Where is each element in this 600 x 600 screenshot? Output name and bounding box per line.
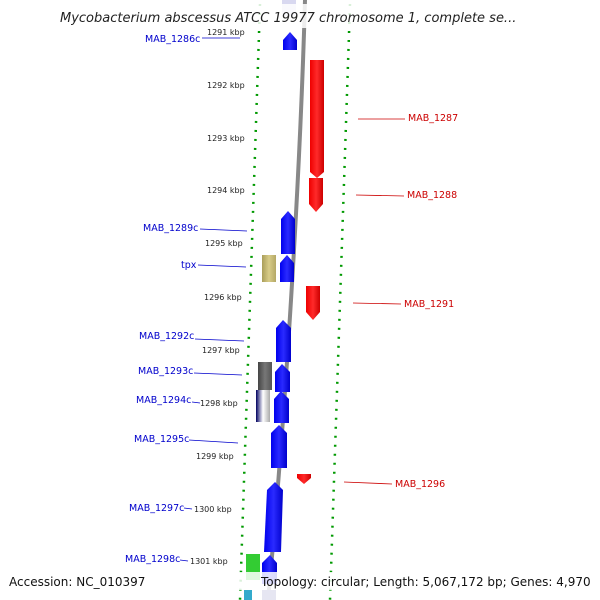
gene-arrow-mab-1289c[interactable]	[281, 211, 295, 254]
gene-label-right[interactable]: MAB_1288	[407, 190, 457, 201]
gene-label-left[interactable]: MAB_1298c	[125, 554, 180, 565]
gene-label-right[interactable]: MAB_1287	[408, 113, 458, 124]
gene-arrow-mab-1294c[interactable]	[274, 391, 289, 423]
gene-label-left[interactable]: tpx	[181, 260, 197, 271]
ruler-tick-labels: 1291 kbp 1292 kbp 1293 kbp 1294 kbp 1295…	[190, 28, 245, 566]
gene-arrow-mab-1293c[interactable]	[275, 364, 290, 392]
ruler-tick: 1292 kbp	[207, 81, 245, 90]
accession-text: Accession: NC_010397	[9, 575, 145, 589]
right-ruler-dots	[328, 3, 352, 600]
gene-label-left[interactable]: MAB_1293c	[138, 366, 193, 377]
right-gene-labels: MAB_1287 MAB_1288 MAB_1291 MAB_1296	[343, 113, 458, 490]
ruler-tick: 1301 kbp	[190, 557, 228, 566]
gene-arrow-mab-1288[interactable]	[309, 178, 323, 212]
gene-box-mab-1293c[interactable]	[258, 362, 272, 390]
gene-arrow-mab-1291[interactable]	[306, 286, 320, 320]
left-gene-labels: MAB_1286c MAB_1289c tpx MAB_1292c MAB_12…	[125, 34, 248, 565]
gene-arrow-mab-1287[interactable]	[310, 60, 324, 178]
gene-arrow-mab-1286c[interactable]	[283, 32, 297, 50]
gene-arrow-mab-1292c[interactable]	[276, 320, 291, 362]
gene-arrow-mab-1296[interactable]	[297, 474, 311, 484]
gene-label-right[interactable]: MAB_1296	[395, 479, 445, 490]
ruler-tick: 1296 kbp	[204, 293, 242, 302]
ruler-tick: 1297 kbp	[202, 346, 240, 355]
genome-summary-text: Topology: circular; Length: 5,067,172 bp…	[260, 575, 591, 589]
title-backdrop	[0, 4, 600, 28]
ruler-tick: 1300 kbp	[194, 505, 232, 514]
gene-label-left[interactable]: MAB_1297c	[129, 503, 184, 514]
gene-label-left[interactable]: MAB_1286c	[145, 34, 200, 45]
gene-box-bottom-white	[262, 590, 276, 600]
gene-label-right[interactable]: MAB_1291	[404, 299, 454, 310]
ruler-tick: 1295 kbp	[205, 239, 243, 248]
ruler-tick: 1299 kbp	[196, 452, 234, 461]
gene-label-left[interactable]: MAB_1294c	[136, 395, 191, 406]
gene-label-left[interactable]: MAB_1292c	[139, 331, 194, 342]
gene-label-left[interactable]: MAB_1295c	[134, 434, 189, 445]
gene-box-mab-1294c[interactable]	[256, 390, 270, 422]
gene-arrow-mab-1297c[interactable]	[264, 482, 283, 552]
gene-box-bottom-cyan	[244, 590, 252, 600]
ruler-tick: 1294 kbp	[207, 186, 245, 195]
gene-box-tpx[interactable]	[262, 255, 276, 282]
ruler-tick: 1298 kbp	[200, 399, 238, 408]
left-ruler-dots	[238, 3, 262, 600]
map-title: Mycobacterium abscessus ATCC 19977 chrom…	[60, 11, 516, 26]
ruler-tick: 1291 kbp	[207, 28, 245, 37]
ruler-tick: 1293 kbp	[207, 134, 245, 143]
gene-arrow-mab-1295c[interactable]	[271, 425, 287, 468]
gene-arrow-tpx-neighbor[interactable]	[280, 255, 294, 282]
footer-backdrop	[0, 572, 600, 590]
gene-label-left[interactable]: MAB_1289c	[143, 223, 198, 234]
